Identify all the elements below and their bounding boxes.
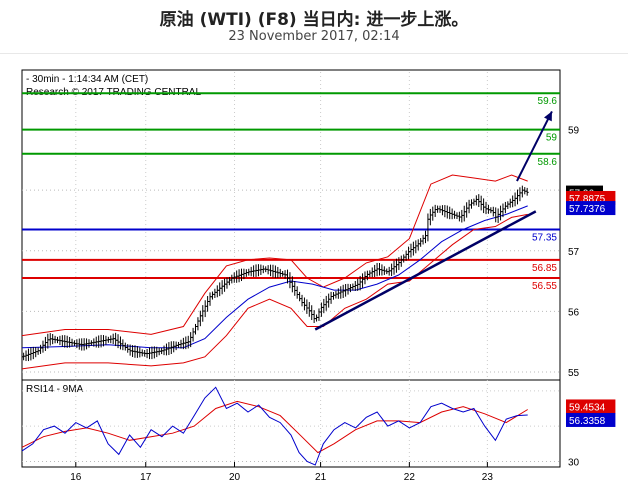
chart-header-line-1: - 30min - 1:14:34 AM (CET) (26, 74, 148, 85)
page-subtitle: 23 November 2017, 02:14 (228, 29, 400, 44)
rsi-tag-bg (566, 412, 616, 427)
rsi-tag-bg (566, 399, 616, 414)
bollinger-lower-line (21, 213, 528, 370)
sma-line (21, 205, 528, 349)
x-day-label: 21 (315, 472, 327, 483)
page-title: 原油 (WTI) (F8) 当日内: 进一步上涨。 (159, 10, 469, 30)
level-label: 56.55 (532, 281, 557, 292)
x-day-label: 22 (404, 472, 416, 483)
rsi-panel-label: RSI14 - 9MA (26, 384, 84, 395)
price-tag-bg (566, 201, 616, 216)
price-ytick-label: 56 (568, 307, 580, 318)
level-label: 56.85 (532, 263, 557, 274)
price-tag: 57.8875 (569, 194, 606, 205)
projection-arrow-head (544, 111, 552, 122)
x-day-label: 20 (229, 472, 241, 483)
chart-frame (21, 69, 561, 468)
series-layer (21, 110, 553, 466)
x-day-label: 23 (482, 472, 494, 483)
x-day-label: 17 (140, 472, 152, 483)
rsi-ytick-label: 30 (568, 457, 580, 468)
rsi-tag: 59.4534 (569, 402, 606, 413)
bollinger-upper-line (21, 174, 528, 337)
price-ytick-label: 57 (568, 247, 580, 258)
price-ytick-label: 59 (568, 126, 580, 137)
rsi-line (21, 386, 528, 466)
level-label: 59.6 (538, 96, 558, 107)
x-day-label: 16 (70, 472, 82, 483)
title-separator (0, 53, 628, 54)
rsi-ma-line (21, 400, 528, 454)
level-label: 57.35 (532, 233, 557, 244)
grid-layer (22, 72, 560, 465)
projection-arrow-shaft (516, 110, 553, 182)
price-ytick-label: 55 (568, 368, 580, 379)
trendline (314, 210, 537, 331)
level-label: 58.6 (538, 157, 558, 168)
level-label: 59 (546, 133, 558, 144)
rsi-tag: 56.3358 (569, 416, 606, 427)
levels-layer: 59.6 59 58.6 57.35 56.85 56.55 (22, 92, 560, 292)
price-tag: 57.7376 (569, 204, 606, 215)
